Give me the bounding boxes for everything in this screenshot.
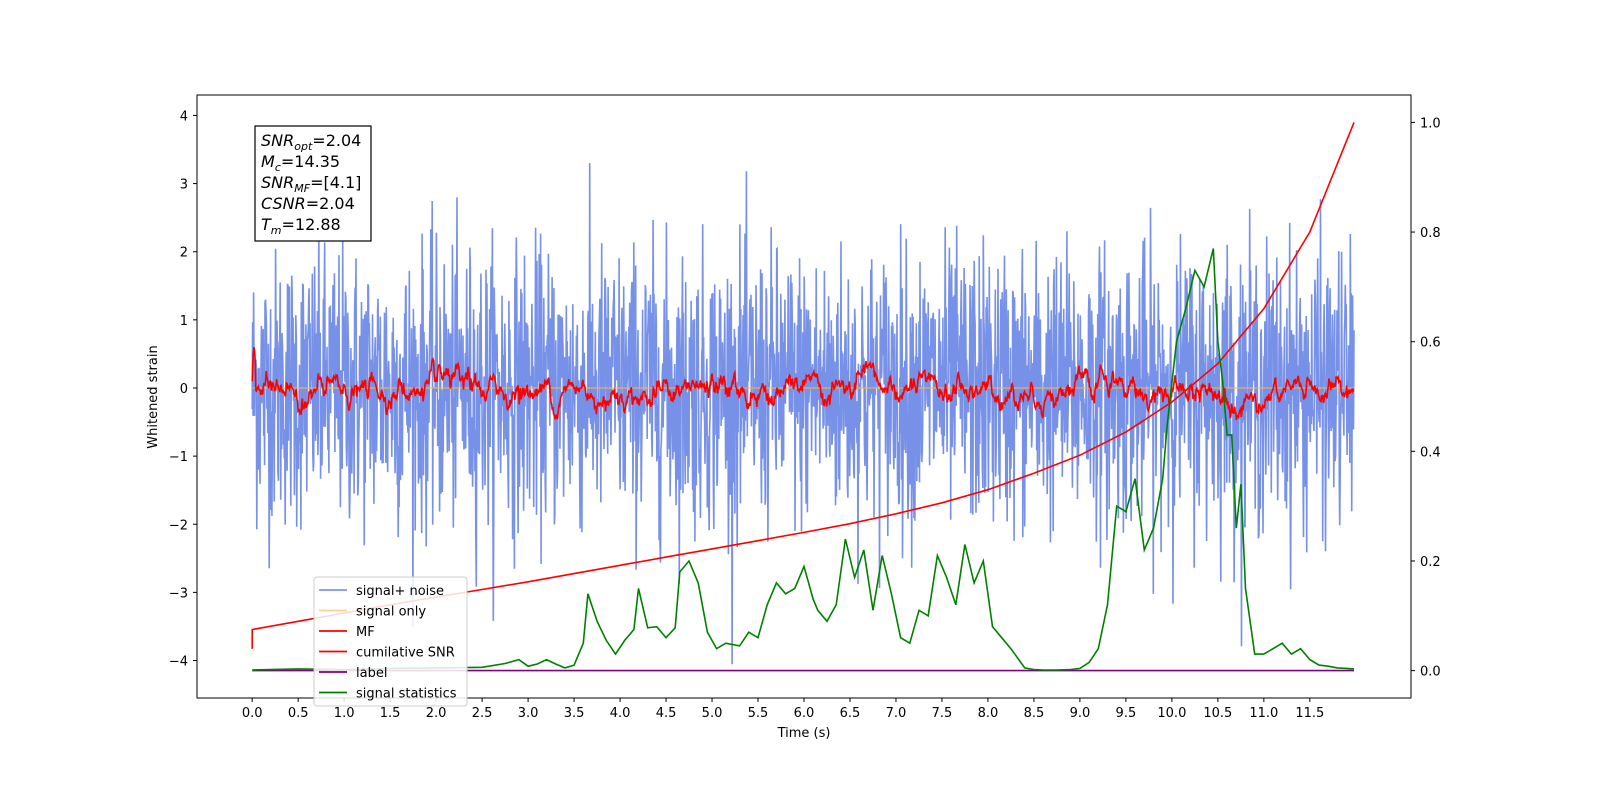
y-right-tick-label: 0.4 bbox=[1420, 445, 1441, 460]
x-tick-label: 9.5 bbox=[1116, 706, 1137, 721]
x-axis-label: Time (s) bbox=[777, 726, 831, 741]
x-tick-label: 4.5 bbox=[656, 706, 677, 721]
y-tick-label: −4 bbox=[169, 655, 188, 670]
x-tick-label: 3.0 bbox=[518, 706, 539, 721]
y-tick-label: 2 bbox=[180, 246, 188, 261]
y-tick-label: −1 bbox=[169, 450, 188, 465]
y-axis-right: 1.0 0.8 0.6 0.4 0.2 0.0 bbox=[1411, 116, 1441, 680]
y-tick-label: 3 bbox=[180, 178, 188, 193]
x-tick-label: 10.5 bbox=[1203, 706, 1232, 721]
y-axis-label: Whitened strain bbox=[146, 345, 161, 448]
y-right-tick-label: 0.8 bbox=[1420, 226, 1441, 241]
x-tick-label: 5.0 bbox=[702, 706, 723, 721]
x-tick-label: 5.5 bbox=[748, 706, 769, 721]
x-tick-label: 8.0 bbox=[978, 706, 999, 721]
y-tick-label: 1 bbox=[180, 314, 188, 329]
x-tick-label: 6.5 bbox=[840, 706, 861, 721]
x-tick-label: 0.0 bbox=[242, 706, 263, 721]
legend-label: label bbox=[356, 666, 387, 681]
legend-label: signal only bbox=[356, 605, 426, 620]
x-tick-label: 11.0 bbox=[1249, 706, 1278, 721]
annotation-line: SNRMF=[4.1] bbox=[261, 173, 361, 195]
x-tick-label: 6.0 bbox=[794, 706, 815, 721]
annotation-frame bbox=[254, 125, 372, 242]
y-right-tick-label: 0.0 bbox=[1420, 665, 1441, 680]
y-tick-label: −3 bbox=[169, 586, 188, 601]
x-tick-label: 11.5 bbox=[1295, 706, 1324, 721]
y-right-tick-label: 0.2 bbox=[1420, 555, 1441, 570]
x-tick-label: 2.5 bbox=[472, 706, 493, 721]
y-tick-label: −2 bbox=[169, 518, 188, 533]
annotation-line: Tm=12.88 bbox=[261, 215, 341, 237]
x-tick-label: 7.5 bbox=[932, 706, 953, 721]
x-tick-label: 8.5 bbox=[1024, 706, 1045, 721]
y-tick-label: 4 bbox=[180, 109, 188, 124]
legend-frame bbox=[313, 576, 468, 707]
x-tick-label: 4.0 bbox=[610, 706, 631, 721]
legend-label: cumilative SNR bbox=[356, 646, 455, 661]
y-axis-left: 4 3 2 1 0 −1 −2 −3 −4 bbox=[169, 109, 197, 670]
legend-label: signal+ noise bbox=[356, 584, 444, 599]
legend: signal+ noise signal only MF cumilative SNR… bbox=[313, 576, 468, 707]
y-tick-label: 0 bbox=[180, 382, 188, 397]
x-tick-label: 10.0 bbox=[1157, 706, 1186, 721]
x-tick-label: 0.5 bbox=[288, 706, 309, 721]
x-tick-label: 2.0 bbox=[426, 706, 447, 721]
x-tick-label: 7.0 bbox=[886, 706, 907, 721]
series-signal-statistics bbox=[252, 248, 1355, 671]
x-tick-label: 9.0 bbox=[1070, 706, 1091, 721]
annotation-line: Mc=14.35 bbox=[261, 152, 340, 174]
legend-label: MF bbox=[356, 625, 375, 640]
x-tick-label: 3.5 bbox=[564, 706, 585, 721]
legend-label: signal statistics bbox=[356, 687, 457, 702]
annotation-line: SNRopt=2.04 bbox=[261, 131, 361, 153]
y-right-tick-label: 1.0 bbox=[1420, 116, 1441, 131]
x-tick-label: 1.0 bbox=[334, 706, 355, 721]
annotation-line: CSNR=2.04 bbox=[261, 194, 355, 213]
x-axis: 0.0 0.5 1.0 1.5 2.0 2.5 3.0 3.5 4.0 4.5 5.0 5.5 6.0 6… bbox=[242, 698, 1324, 721]
y-right-tick-label: 0.6 bbox=[1420, 336, 1441, 351]
x-tick-label: 1.5 bbox=[380, 706, 401, 721]
